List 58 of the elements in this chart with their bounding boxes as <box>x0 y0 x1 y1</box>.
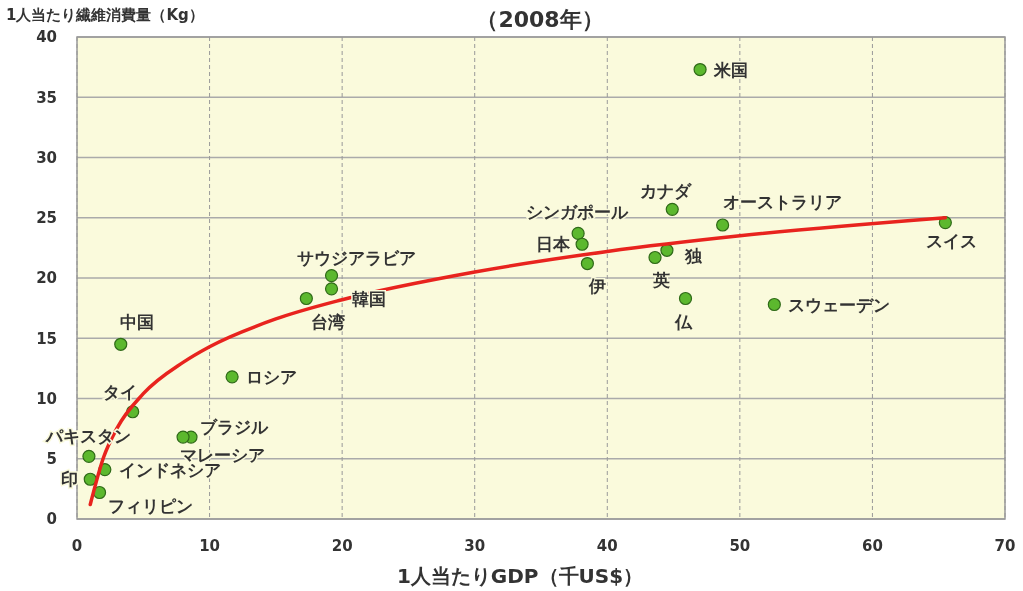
annotation: カナダ <box>639 181 692 202</box>
point <box>83 472 97 486</box>
annotation: 日本 <box>536 234 572 255</box>
annotation: 仏 <box>674 312 693 333</box>
y-tick-label: 20 <box>36 269 57 288</box>
point <box>575 237 589 251</box>
y-tick-label: 15 <box>36 329 57 348</box>
annotation: シンガポール <box>526 202 630 223</box>
annotation: タイ <box>102 381 137 402</box>
annotation: 独 <box>683 246 703 267</box>
x-tick-label: 10 <box>199 537 221 555</box>
x-tick-label: 0 <box>71 537 83 555</box>
point <box>176 430 190 444</box>
x-tick-label: 20 <box>331 537 353 555</box>
annotation: 印 <box>61 469 79 490</box>
annotation: 台湾 <box>311 312 346 333</box>
point <box>324 282 339 296</box>
point <box>571 226 585 241</box>
x-axis-title: 1人当たりGDP（千US$） <box>396 564 644 588</box>
annotation: パキスタン <box>45 426 132 447</box>
point <box>114 337 128 351</box>
annotation: スイス <box>925 230 977 251</box>
annotation: フィリピン <box>107 496 193 517</box>
point <box>299 291 313 306</box>
x-tick-label: 30 <box>464 537 486 555</box>
annotation: 英 <box>651 269 670 290</box>
annotation: 米国 <box>713 59 749 80</box>
annotation: オーストラリア <box>722 191 842 212</box>
y-tick-label: 25 <box>36 209 57 227</box>
point <box>324 268 339 283</box>
point <box>693 62 707 77</box>
point <box>225 370 239 384</box>
annotation: サウジアラビア <box>297 247 417 268</box>
point <box>767 297 781 312</box>
y-tick-label: 35 <box>36 88 57 107</box>
chart-title: （2008年） <box>476 7 604 32</box>
annotation: 伊 <box>587 275 606 296</box>
point <box>82 449 96 463</box>
point <box>660 243 674 257</box>
x-tick-label: 60 <box>861 537 883 555</box>
point <box>716 218 730 232</box>
point <box>648 250 662 265</box>
y-tick-label: 5 <box>46 450 57 468</box>
y-tick-label: 0 <box>46 510 57 529</box>
y-tick-label: 10 <box>36 389 57 408</box>
annotation: ブラジル <box>200 417 270 438</box>
point <box>665 202 679 216</box>
point <box>678 291 693 306</box>
annotation: ロシア <box>246 366 298 387</box>
y-tick-label: 30 <box>36 148 57 167</box>
x-tick-label: 40 <box>596 537 618 555</box>
x-tick-label: 70 <box>994 537 1016 555</box>
y-axis-title: 1人当たり繊維消費量（Kg） <box>6 6 204 24</box>
x-tick-label: 50 <box>729 537 751 555</box>
point <box>580 256 594 271</box>
y-tick-label: 40 <box>36 28 57 47</box>
annotation: 中国 <box>119 312 154 333</box>
annotation: スウェーデン <box>788 294 891 315</box>
